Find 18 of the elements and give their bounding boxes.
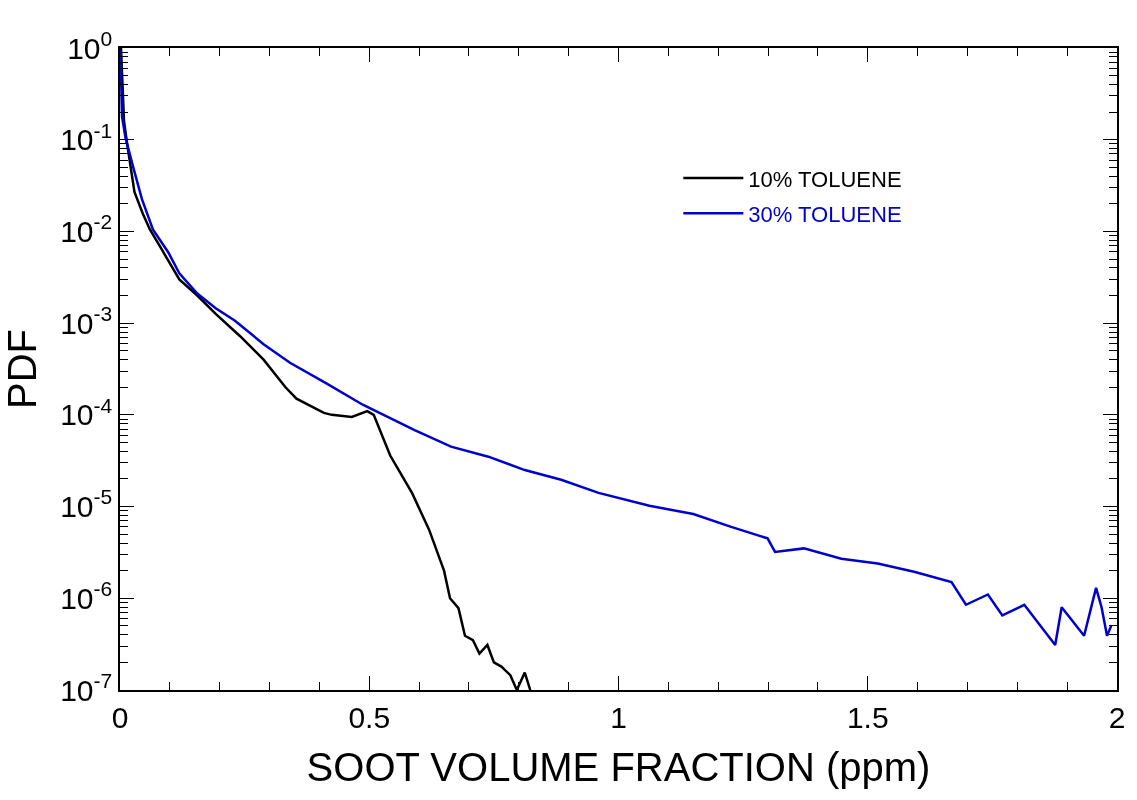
legend-label: 10% TOLUENE (748, 166, 902, 192)
y-tick-label: 10$^{-6}$ (60, 577, 113, 615)
x-axis-title: SOOT VOLUME FRACTION (ppm) (306, 744, 931, 789)
x-tick-label: 1 (610, 700, 627, 734)
y-tick-label: 10$^{-1}$ (60, 118, 113, 157)
x-tick-label: 1.5 (846, 700, 889, 734)
x-tick-label: 2 (1108, 700, 1126, 734)
legend-label: 30% TOLUENE (748, 201, 902, 227)
y-tick-label: 10$^{0}$ (67, 26, 113, 65)
y-axis-title: PDF (0, 329, 44, 409)
y-tick-label: 10$^{-5}$ (60, 485, 113, 524)
x-tick-label: 0.5 (348, 700, 391, 734)
y-tick-label: 10$^{-2}$ (60, 210, 113, 248)
line-series (120, 48, 1113, 647)
y-tick-label: 10$^{-7}$ (60, 668, 113, 707)
y-tick-label: 10$^{-3}$ (60, 302, 113, 340)
y-tick-label: 10$^{-4}$ (60, 393, 113, 432)
x-tick-label: 0 (111, 700, 129, 734)
